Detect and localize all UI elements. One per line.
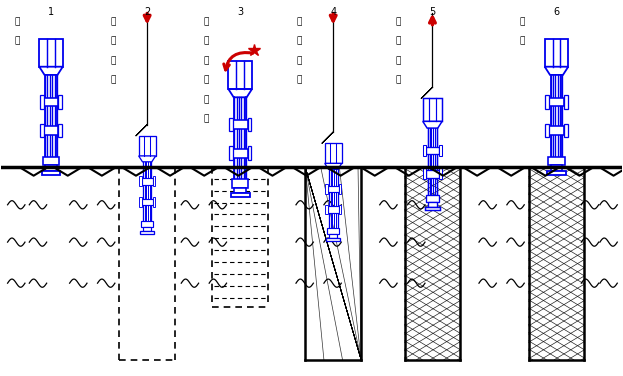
- Bar: [43, 157, 59, 165]
- Text: 压: 压: [110, 37, 116, 46]
- Text: 成: 成: [203, 56, 209, 65]
- Bar: [564, 95, 568, 109]
- Bar: [423, 168, 426, 179]
- Bar: [247, 118, 251, 131]
- Bar: [141, 221, 153, 227]
- Text: 下: 下: [110, 56, 116, 65]
- Bar: [548, 157, 564, 165]
- Bar: [426, 196, 439, 202]
- Text: 压: 压: [203, 37, 209, 46]
- Text: 成: 成: [520, 37, 525, 46]
- Bar: [439, 145, 442, 156]
- Text: 5: 5: [429, 7, 435, 17]
- Bar: [423, 99, 442, 121]
- Bar: [425, 207, 440, 210]
- Polygon shape: [325, 163, 341, 169]
- Bar: [325, 205, 328, 214]
- Bar: [229, 61, 252, 89]
- Bar: [231, 193, 250, 197]
- Polygon shape: [423, 121, 442, 128]
- Bar: [329, 234, 337, 238]
- Bar: [428, 202, 437, 207]
- Bar: [564, 124, 568, 138]
- Bar: [140, 231, 154, 234]
- Text: 坑: 坑: [110, 76, 116, 85]
- Bar: [153, 176, 155, 186]
- Bar: [338, 205, 341, 214]
- Bar: [545, 95, 549, 109]
- Bar: [45, 165, 57, 171]
- Bar: [327, 228, 339, 234]
- Text: 1: 1: [48, 7, 54, 17]
- Polygon shape: [545, 67, 568, 75]
- Bar: [39, 39, 63, 67]
- Text: 位: 位: [14, 37, 19, 46]
- Text: 就: 就: [14, 17, 19, 26]
- Bar: [229, 146, 233, 160]
- Bar: [142, 199, 153, 205]
- Bar: [42, 171, 60, 175]
- Text: 4: 4: [330, 7, 336, 17]
- Bar: [232, 179, 249, 188]
- Bar: [229, 118, 233, 131]
- Bar: [545, 124, 549, 138]
- Bar: [326, 238, 340, 241]
- Text: 坑: 坑: [297, 76, 302, 85]
- Bar: [40, 124, 44, 138]
- Bar: [44, 97, 59, 106]
- Bar: [143, 227, 151, 231]
- Bar: [328, 206, 338, 213]
- Bar: [426, 170, 439, 177]
- Text: 笼: 笼: [396, 37, 401, 46]
- Text: 上: 上: [203, 95, 209, 104]
- Bar: [139, 197, 142, 207]
- Bar: [325, 143, 341, 163]
- Bar: [325, 184, 328, 194]
- Text: 置: 置: [297, 17, 302, 26]
- Bar: [551, 165, 562, 171]
- Text: 升: 升: [396, 76, 401, 85]
- Polygon shape: [39, 67, 63, 75]
- Bar: [139, 136, 156, 156]
- Text: 置: 置: [396, 17, 401, 26]
- Bar: [423, 145, 426, 156]
- Text: 孔: 孔: [203, 76, 209, 85]
- Text: 下: 下: [297, 56, 302, 65]
- Bar: [40, 95, 44, 109]
- Bar: [153, 197, 155, 207]
- Bar: [439, 168, 442, 179]
- Bar: [139, 176, 142, 186]
- Bar: [59, 95, 62, 109]
- Bar: [338, 184, 341, 194]
- Text: 液: 液: [110, 17, 116, 26]
- Bar: [44, 126, 59, 135]
- Text: 完: 完: [520, 17, 525, 26]
- Bar: [549, 126, 564, 135]
- Text: 3: 3: [237, 7, 243, 17]
- Bar: [247, 146, 251, 160]
- Bar: [328, 186, 338, 192]
- Bar: [426, 147, 439, 154]
- Bar: [233, 149, 247, 158]
- Bar: [234, 188, 246, 193]
- Text: 2: 2: [144, 7, 150, 17]
- Bar: [233, 120, 247, 129]
- Polygon shape: [229, 89, 252, 97]
- Text: 升: 升: [203, 114, 209, 123]
- Text: 笼: 笼: [297, 37, 302, 46]
- Bar: [547, 171, 566, 175]
- Bar: [142, 178, 153, 185]
- Bar: [545, 39, 568, 67]
- Bar: [59, 124, 62, 138]
- Polygon shape: [139, 156, 156, 162]
- Bar: [549, 97, 564, 106]
- Text: 6: 6: [553, 7, 559, 17]
- Text: 上: 上: [396, 56, 401, 65]
- Text: 液: 液: [203, 17, 209, 26]
